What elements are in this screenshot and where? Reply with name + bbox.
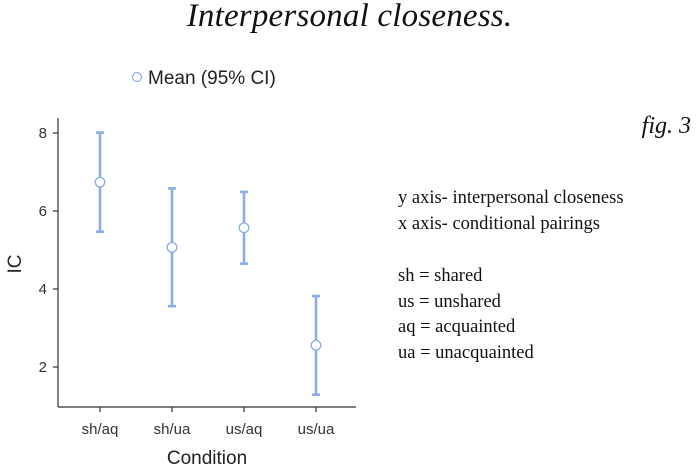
chart-title: Interpersonal closeness. bbox=[186, 0, 513, 34]
note-abbrev-aq: aq = acquainted bbox=[398, 317, 516, 337]
notes-panel: y axis- interpersonal closeness x axis- … bbox=[398, 186, 624, 366]
figure-label: fig. 3 bbox=[641, 113, 691, 139]
data-marks bbox=[94, 131, 322, 396]
note-abbrev-sh: sh = shared bbox=[398, 266, 483, 286]
chart-legend: Mean (95% CI) bbox=[131, 68, 276, 89]
x-tick-label: us/ua bbox=[298, 421, 335, 438]
chart-axes bbox=[57, 118, 356, 408]
legend-label: Mean (95% CI) bbox=[148, 68, 276, 89]
mean-point bbox=[166, 241, 178, 253]
x-axis-ticks: sh/aq sh/ua us/aq us/ua bbox=[82, 407, 335, 438]
x-tick-label: us/aq bbox=[226, 421, 263, 438]
x-tick-label: sh/aq bbox=[82, 421, 119, 438]
y-tick-label: 6 bbox=[39, 203, 47, 220]
y-axis-ticks: 2 4 6 8 bbox=[39, 125, 58, 376]
y-tick-label: 2 bbox=[39, 359, 47, 376]
mean-point bbox=[310, 339, 322, 351]
note-y-axis: y axis- interpersonal closeness bbox=[398, 188, 624, 208]
mean-point bbox=[238, 222, 250, 234]
note-abbrev-us: us = unshared bbox=[398, 291, 501, 312]
y-tick-label: 4 bbox=[39, 281, 47, 298]
mean-point bbox=[94, 176, 106, 188]
note-abbrev-ua: ua = unacquainted bbox=[398, 342, 534, 363]
y-axis-title: IC bbox=[5, 255, 26, 274]
x-axis-title: Condition bbox=[167, 448, 247, 469]
note-x-axis: x axis- conditional pairings bbox=[398, 213, 600, 234]
x-tick-label: sh/ua bbox=[154, 421, 191, 438]
legend-marker bbox=[131, 71, 143, 83]
y-tick-label: 8 bbox=[39, 125, 47, 142]
